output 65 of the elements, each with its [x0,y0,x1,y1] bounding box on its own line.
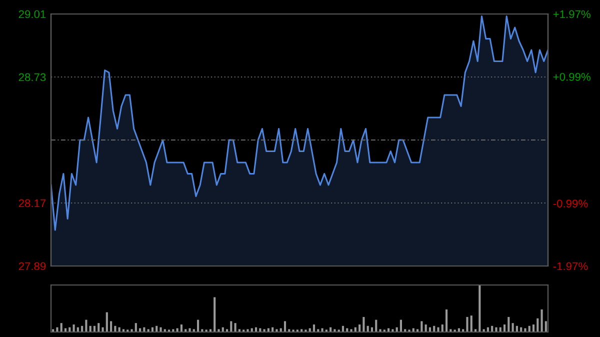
bar [60,323,62,332]
y-tick-label: 28.17 [18,199,46,208]
y2-tick-label: -0.99% [553,200,588,208]
bar [379,329,382,332]
bar [508,316,510,332]
bar [532,324,535,332]
bar [230,321,232,332]
bar [420,321,423,332]
bar [139,328,142,332]
bar [540,309,543,332]
bar [188,328,191,332]
bar [218,329,220,332]
bar [134,323,137,332]
bar [176,328,178,332]
bar [466,316,468,332]
bar [512,323,514,332]
bar [424,324,427,332]
y-tick-label: 29.01 [18,10,46,18]
bar [400,320,402,332]
bar [437,327,440,332]
y-tick-label: 27.89 [18,262,46,270]
bar [441,324,444,332]
bar [536,318,539,332]
bar [458,328,460,332]
bar [110,321,112,332]
bar [445,309,448,332]
bar [346,328,348,332]
bar [478,285,481,332]
bar [106,312,108,332]
bar [160,327,162,332]
bar [470,316,472,332]
bar [495,327,498,332]
bar [312,324,316,332]
bar [544,321,547,332]
bar [321,328,324,332]
bar [246,329,249,332]
bar [362,316,365,332]
bar [375,320,378,332]
bar [358,324,361,332]
bar [64,328,67,332]
bar [350,329,352,332]
bar [267,328,270,332]
bar [259,328,262,332]
bar [503,324,506,332]
bar [98,323,100,332]
bar [130,329,133,332]
bar [250,328,253,332]
y2-tick-label: +1.97% [553,10,590,18]
bar [284,321,286,332]
bar [72,324,75,332]
bar [388,328,390,332]
bar [308,328,311,332]
bar [524,328,526,332]
y-tick-label: 28.73 [18,73,46,82]
bar [412,328,414,332]
bar [196,320,200,332]
bar [85,320,88,332]
bar [234,323,236,332]
bar [276,329,278,332]
bar [280,328,282,332]
y2-tick-label: +0.99% [553,72,590,81]
bar [214,297,216,332]
y2-tick-label: -1.97% [553,262,588,270]
bar [180,324,182,332]
bar [102,327,104,332]
